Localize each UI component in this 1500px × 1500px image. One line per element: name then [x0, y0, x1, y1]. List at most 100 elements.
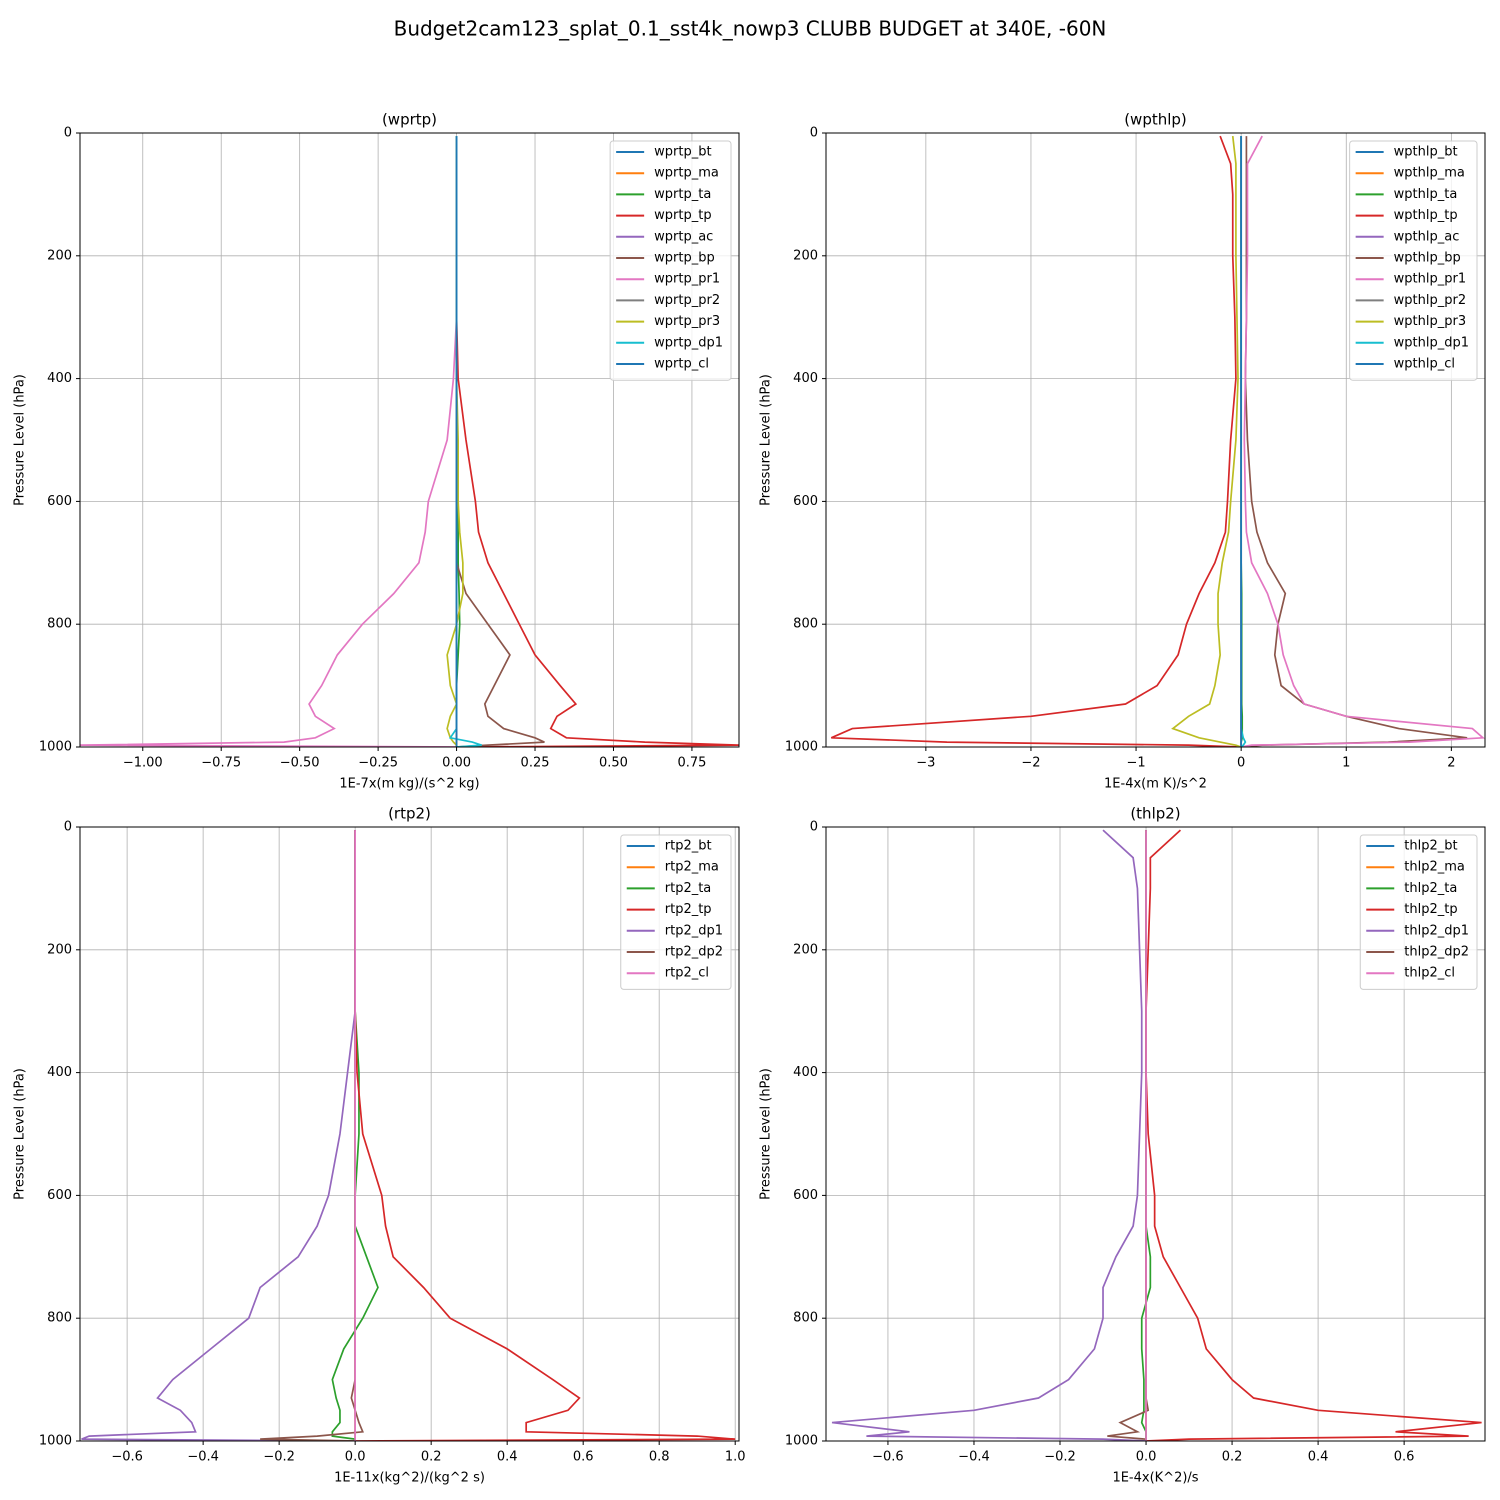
- legend-label: wpthlp_cl: [1394, 357, 1455, 372]
- y-axis-label: Pressure Level (hPa): [13, 1068, 28, 1200]
- x-tick-label: −0.6: [872, 1450, 904, 1465]
- legend-label: rtp2_dp2: [665, 945, 723, 960]
- subplot-title: (wprtp): [382, 111, 437, 129]
- y-tick-label: 1000: [785, 1434, 818, 1449]
- y-tick-label: 600: [793, 494, 818, 509]
- legend-label: wpthlp_ac: [1394, 229, 1460, 244]
- x-tick-label: 0.8: [649, 1450, 670, 1465]
- legend-label: wpthlp_pr1: [1394, 272, 1466, 287]
- x-tick-label: 0.2: [1222, 1450, 1243, 1465]
- x-tick-label: −0.25: [358, 756, 398, 771]
- y-tick-label: 200: [47, 942, 72, 957]
- subplot: −1.00 −0.75 −0.50 −0.25 0.00 0.25 0.50 0.75 0 200…: [13, 111, 740, 792]
- y-tick-label: 800: [793, 1311, 818, 1326]
- legend-box: [620, 834, 732, 990]
- legend-label: wprtp_dp1: [654, 335, 723, 350]
- legend-label: wprtp_ta: [654, 187, 711, 202]
- y-tick-label: 200: [793, 248, 818, 263]
- y-axis-label: Pressure Level (hPa): [13, 374, 28, 506]
- x-tick-label: −0.2: [1044, 1450, 1076, 1465]
- x-tick-label: 1.0: [725, 1450, 746, 1465]
- x-tick-label: −0.4: [958, 1450, 990, 1465]
- y-tick-label: 200: [793, 942, 818, 957]
- x-tick-label: −3: [916, 756, 935, 771]
- x-axis-label: 1E-11x(kg^2)/(kg^2 s): [334, 1471, 485, 1486]
- y-tick-label: 1000: [39, 740, 72, 755]
- legend-label: wpthlp_tp: [1394, 208, 1458, 223]
- x-tick-label: 0.50: [599, 756, 628, 771]
- series-line: [260, 830, 364, 1441]
- subplot: −0.6 −0.4 −0.2 0.0 0.2 0.4 0.6 0.8 1.0 0 200 400 600…: [13, 805, 746, 1486]
- legend-label: thlp2_ta: [1404, 881, 1457, 896]
- subplot-title: (rtp2): [388, 805, 431, 823]
- x-tick-label: 0.6: [1394, 1450, 1415, 1465]
- y-axis-label: Pressure Level (hPa): [759, 374, 774, 506]
- x-axis-label: 1E-4x(K^2)/s: [1112, 1471, 1198, 1486]
- legend: thlp2_bt thlp2_ma thlp2_ta thlp2_tp thlp2_dp…: [1359, 834, 1478, 990]
- axes-frame: [79, 132, 740, 748]
- series-line: [1145, 829, 1482, 1441]
- y-tick-label: 0: [810, 126, 818, 141]
- subplot: −3 −2 −1 0 1 2 0 200 400 600 800 1000 (wpthlp) 1E-4x(…: [759, 111, 1486, 792]
- x-tick-label: −0.75: [201, 756, 241, 771]
- legend-box: [609, 140, 732, 381]
- legend-label: wpthlp_bt: [1394, 145, 1458, 160]
- series-line: [830, 135, 1242, 747]
- x-tick-label: 0.0: [345, 1450, 366, 1465]
- series-line: [1241, 135, 1485, 747]
- figure-title: Budget2cam123_splat_0.1_sst4k_nowp3 CLUB…: [394, 17, 1107, 41]
- y-tick-label: 0: [64, 820, 72, 835]
- legend-box: [1349, 140, 1478, 381]
- legend-label: wpthlp_ta: [1394, 187, 1458, 202]
- x-axis-label: 1E-4x(m K)/s^2: [1104, 777, 1207, 792]
- x-tick-label: −0.4: [187, 1450, 219, 1465]
- legend-label: wprtp_tp: [654, 208, 711, 223]
- x-tick-label: −0.2: [263, 1450, 295, 1465]
- y-tick-label: 0: [64, 126, 72, 141]
- legend-label: rtp2_ma: [665, 860, 719, 875]
- subplot-title: (wpthlp): [1124, 111, 1187, 129]
- legend-label: thlp2_dp1: [1404, 923, 1469, 938]
- y-tick-label: 400: [793, 1065, 818, 1080]
- x-tick-label: 0.6: [573, 1450, 594, 1465]
- legend-label: wpthlp_pr3: [1394, 314, 1466, 329]
- legend-label: rtp2_dp1: [665, 923, 723, 938]
- axes-frame: [825, 826, 1486, 1442]
- x-tick-label: −1.00: [123, 756, 163, 771]
- legend-label: wprtp_bt: [654, 145, 711, 160]
- legend-label: wpthlp_bp: [1394, 251, 1461, 266]
- x-tick-label: 0.00: [442, 756, 471, 771]
- y-tick-label: 600: [47, 1188, 72, 1203]
- y-tick-label: 800: [793, 617, 818, 632]
- x-tick-label: −1: [1126, 756, 1145, 771]
- x-axis-label: 1E-7x(m kg)/(s^2 kg): [339, 777, 479, 792]
- x-tick-label: 0.25: [521, 756, 550, 771]
- y-tick-label: 600: [47, 494, 72, 509]
- legend-box: [1359, 834, 1478, 990]
- legend: wpthlp_bt wpthlp_ma wpthlp_ta wpthlp_tpwpth…: [1349, 140, 1478, 381]
- y-axis-label: Pressure Level (hPa): [759, 1068, 774, 1200]
- x-tick-label: 0.0: [1136, 1450, 1157, 1465]
- legend-label: wpthlp_pr2: [1394, 293, 1466, 308]
- x-tick-label: −0.6: [111, 1450, 143, 1465]
- legend-label: rtp2_bt: [665, 839, 712, 854]
- x-tick-label: −2: [1021, 756, 1040, 771]
- y-tick-label: 400: [793, 371, 818, 386]
- x-tick-label: 0.4: [497, 1450, 518, 1465]
- legend-label: rtp2_cl: [665, 966, 709, 981]
- x-tick-label: 0.2: [421, 1450, 442, 1465]
- legend-label: wpthlp_dp1: [1394, 335, 1469, 350]
- legend-label: wpthlp_ma: [1394, 166, 1465, 181]
- x-tick-label: 0.4: [1308, 1450, 1329, 1465]
- legend-label: thlp2_ma: [1404, 860, 1465, 875]
- y-tick-label: 400: [47, 1065, 72, 1080]
- y-tick-label: 0: [810, 820, 818, 835]
- series-line: [1171, 135, 1242, 747]
- x-tick-label: 2: [1447, 756, 1455, 771]
- series-line: [81, 830, 356, 1441]
- legend: rtp2_bt rtp2_ma rtp2_ta rtp2_tp rtp2_dp1 rtp2…: [620, 834, 732, 990]
- subplot-title: (thlp2): [1130, 805, 1180, 823]
- subplot: −0.6 −0.4 −0.2 0.0 0.2 0.4 0.6 0 200 400 600 800 100…: [759, 805, 1486, 1486]
- legend-label: wprtp_ac: [654, 229, 713, 244]
